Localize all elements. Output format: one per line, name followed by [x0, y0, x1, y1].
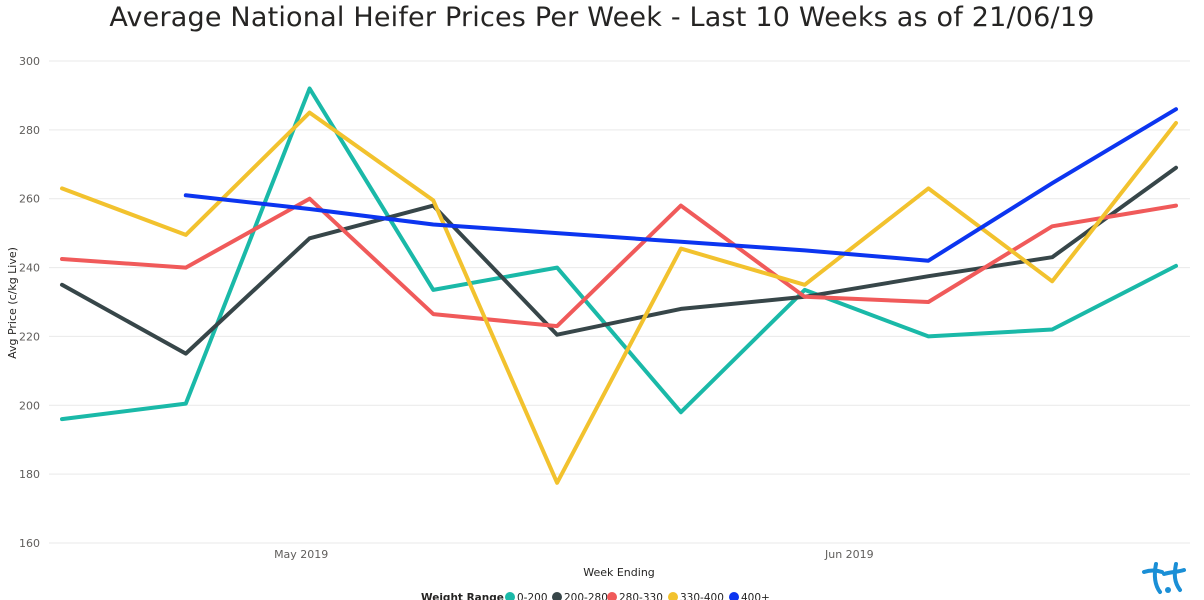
- y-tick-label: 180: [19, 468, 40, 481]
- legend-marker: [505, 592, 515, 600]
- brand-logo-icon: [1142, 562, 1186, 594]
- series-line-330-400: [60, 110, 1178, 485]
- y-tick-label: 280: [19, 124, 40, 137]
- legend-label: 400+: [741, 592, 770, 600]
- y-tick-label: 260: [19, 193, 40, 206]
- y-tick-label: 240: [19, 262, 40, 275]
- series-line-280-330: [60, 196, 1178, 329]
- y-tick-label: 160: [19, 537, 40, 550]
- legend: Weight Range 0-200 200-280 280-330 330-400 4…: [421, 592, 770, 600]
- legend-label: 280-330: [619, 592, 663, 600]
- legend-title: Weight Range: [421, 592, 504, 600]
- series-line-400+: [183, 107, 1178, 263]
- x-axis-title: Week Ending: [583, 566, 655, 579]
- x-axis-ticks: May 2019 Jun 2019: [274, 548, 874, 561]
- y-tick-label: 200: [19, 399, 40, 412]
- legend-marker: [607, 592, 617, 600]
- legend-marker: [729, 592, 739, 600]
- y-tick-label: 220: [19, 330, 40, 343]
- x-tick-label: Jun 2019: [824, 548, 874, 561]
- legend-marker: [668, 592, 678, 600]
- series-lines: [60, 86, 1178, 485]
- series-line-200-280: [60, 165, 1178, 356]
- legend-label: 0-200: [517, 592, 548, 600]
- y-axis-title: Avg Price (c/kg Live): [6, 247, 19, 359]
- x-tick-label: May 2019: [274, 548, 328, 561]
- series-line-0-200: [60, 86, 1178, 422]
- legend-label: 330-400: [680, 592, 724, 600]
- gridlines: [49, 60, 1190, 544]
- legend-marker: [552, 592, 562, 600]
- y-axis-ticks: 160 180 200 220 240 260 280 300: [19, 55, 40, 550]
- legend-label: 200-280: [564, 592, 608, 600]
- chart-title: Average National Heifer Prices Per Week …: [109, 2, 1095, 33]
- y-tick-label: 300: [19, 55, 40, 68]
